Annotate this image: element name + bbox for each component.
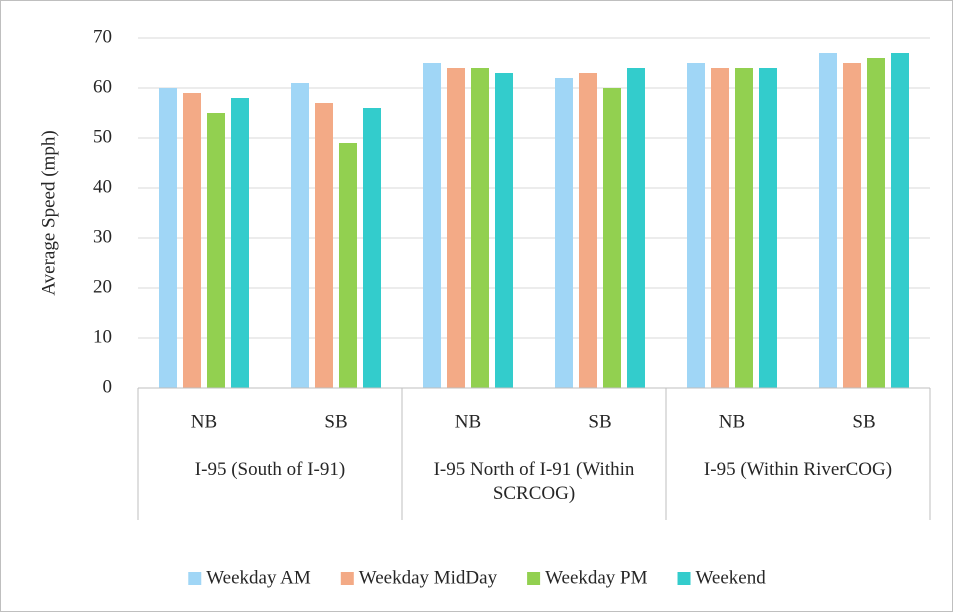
bar	[711, 68, 729, 388]
bar	[891, 53, 909, 388]
group-label: I-95 (South of I-91)	[194, 459, 346, 480]
bar	[471, 68, 489, 388]
x-tick-label: SB	[324, 411, 347, 432]
bar	[603, 88, 621, 388]
bar	[183, 93, 201, 388]
x-tick-label: NB	[191, 411, 217, 432]
x-tick-label: NB	[455, 411, 481, 432]
legend-marker	[340, 572, 354, 585]
y-tick-label: 70	[93, 26, 112, 47]
group-label: I-95 North of I-91 (Within SCRCOG)	[433, 459, 635, 504]
y-tick-label: 30	[93, 226, 112, 247]
x-tick-label: SB	[852, 411, 875, 432]
bar	[687, 63, 705, 388]
bar	[819, 53, 837, 388]
bar	[207, 113, 225, 388]
bar	[555, 78, 573, 388]
legend-marker	[188, 572, 202, 585]
legend-label: Weekday AM	[206, 567, 311, 588]
group-label: I-95 (Within RiverCOG)	[703, 459, 893, 480]
bar	[495, 73, 513, 388]
legend-label: Weekday PM	[545, 567, 648, 588]
y-tick-label: 0	[103, 376, 113, 397]
bar	[339, 143, 357, 388]
bar	[759, 68, 777, 388]
bar	[627, 68, 645, 388]
legend-marker	[527, 572, 541, 585]
x-tick-label: NB	[719, 411, 745, 432]
bar	[291, 83, 309, 388]
x-tick-label: SB	[588, 411, 611, 432]
bar	[735, 68, 753, 388]
bar	[867, 58, 885, 388]
y-tick-label: 20	[93, 276, 112, 297]
y-tick-label: 10	[93, 326, 112, 347]
legend-marker	[677, 572, 691, 585]
legend-label: Weekend	[696, 567, 767, 588]
bar	[579, 73, 597, 388]
y-tick-label: 50	[93, 126, 112, 147]
bar	[843, 63, 861, 388]
bar	[447, 68, 465, 388]
legend-label: Weekday MidDay	[359, 567, 498, 588]
y-tick-label: 60	[93, 76, 112, 97]
bar	[363, 108, 381, 388]
bar	[159, 88, 177, 388]
y-tick-label: 40	[93, 176, 112, 197]
bar	[231, 98, 249, 388]
y-axis-label: Average Speed (mph)	[38, 130, 59, 295]
bar	[423, 63, 441, 388]
bar	[315, 103, 333, 388]
